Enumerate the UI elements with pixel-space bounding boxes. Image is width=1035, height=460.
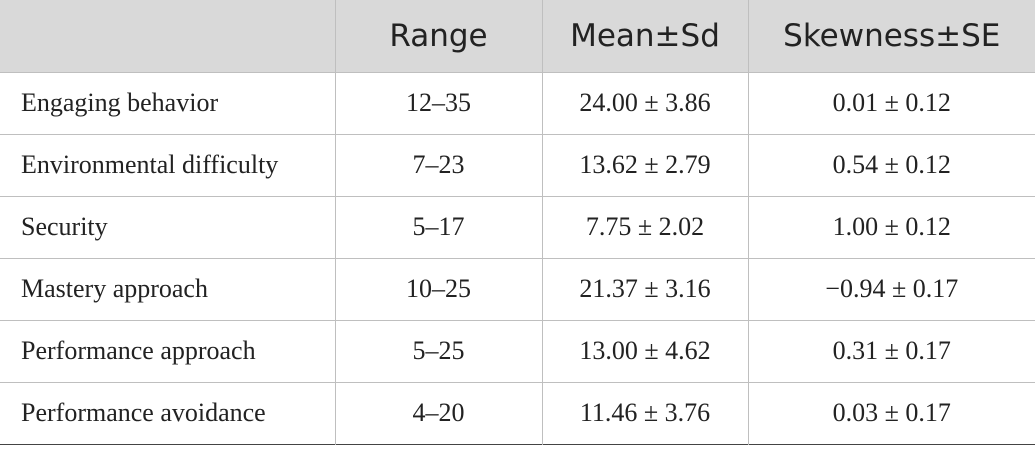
table-cell: 12–35 xyxy=(334,72,543,134)
table-cell: 5–17 xyxy=(334,196,543,258)
table-body: Engaging behavior 12–35 24.00 ± 3.86 0.01 ±… xyxy=(0,72,1035,444)
table-cell: 4–20 xyxy=(334,382,543,444)
table-cell: 13.00 ± 4.62 xyxy=(541,320,749,382)
table-row: Mastery approach 10–25 21.37 ± 3.16 −0.94 ±… xyxy=(0,258,1035,320)
header-row: Range Mean±Sd Skewness±SE xyxy=(0,0,1035,72)
row-label: Environmental difficulty xyxy=(0,134,336,196)
table-cell: 24.00 ± 3.86 xyxy=(541,72,749,134)
table-cell: 21.37 ± 3.16 xyxy=(541,258,749,320)
table-cell: 13.62 ± 2.79 xyxy=(541,134,749,196)
table-row: Engaging behavior 12–35 24.00 ± 3.86 0.01 ±… xyxy=(0,72,1035,134)
row-label: Mastery approach xyxy=(0,258,336,320)
header-cell: Mean±Sd xyxy=(541,0,749,72)
row-label: Engaging behavior xyxy=(0,72,336,134)
table-row: Security 5–17 7.75 ± 2.02 1.00 ± 0.12 xyxy=(0,196,1035,258)
row-label: Security xyxy=(0,196,336,258)
data-table: Range Mean±Sd Skewness±SE Engaging behavio… xyxy=(0,0,1035,444)
table-cell: 0.31 ± 0.17 xyxy=(747,320,1035,382)
header-cell-empty xyxy=(0,0,336,72)
table-cell: 7–23 xyxy=(334,134,543,196)
table-row: Environmental difficulty 7–23 13.62 ± 2.79… xyxy=(0,134,1035,196)
table-cell: −0.94 ± 0.17 xyxy=(747,258,1035,320)
table-cell: 0.54 ± 0.12 xyxy=(747,134,1035,196)
table-cell: 0.01 ± 0.12 xyxy=(747,72,1035,134)
table-cell: 5–25 xyxy=(334,320,543,382)
header-cell: Range xyxy=(334,0,543,72)
row-label: Performance approach xyxy=(0,320,336,382)
table-row: Performance approach 5–25 13.00 ± 4.62 0.31… xyxy=(0,320,1035,382)
header-cell: Skewness±SE xyxy=(747,0,1035,72)
table-cell: 1.00 ± 0.12 xyxy=(747,196,1035,258)
table-cell: 11.46 ± 3.76 xyxy=(541,382,749,444)
table-cell: 7.75 ± 2.02 xyxy=(541,196,749,258)
table-row: Performance avoidance 4–20 11.46 ± 3.76 0.0… xyxy=(0,382,1035,444)
row-label: Performance avoidance xyxy=(0,382,336,444)
table-cell: 0.03 ± 0.17 xyxy=(747,382,1035,444)
table-header: Range Mean±Sd Skewness±SE xyxy=(0,0,1035,72)
table-cell: 10–25 xyxy=(334,258,543,320)
